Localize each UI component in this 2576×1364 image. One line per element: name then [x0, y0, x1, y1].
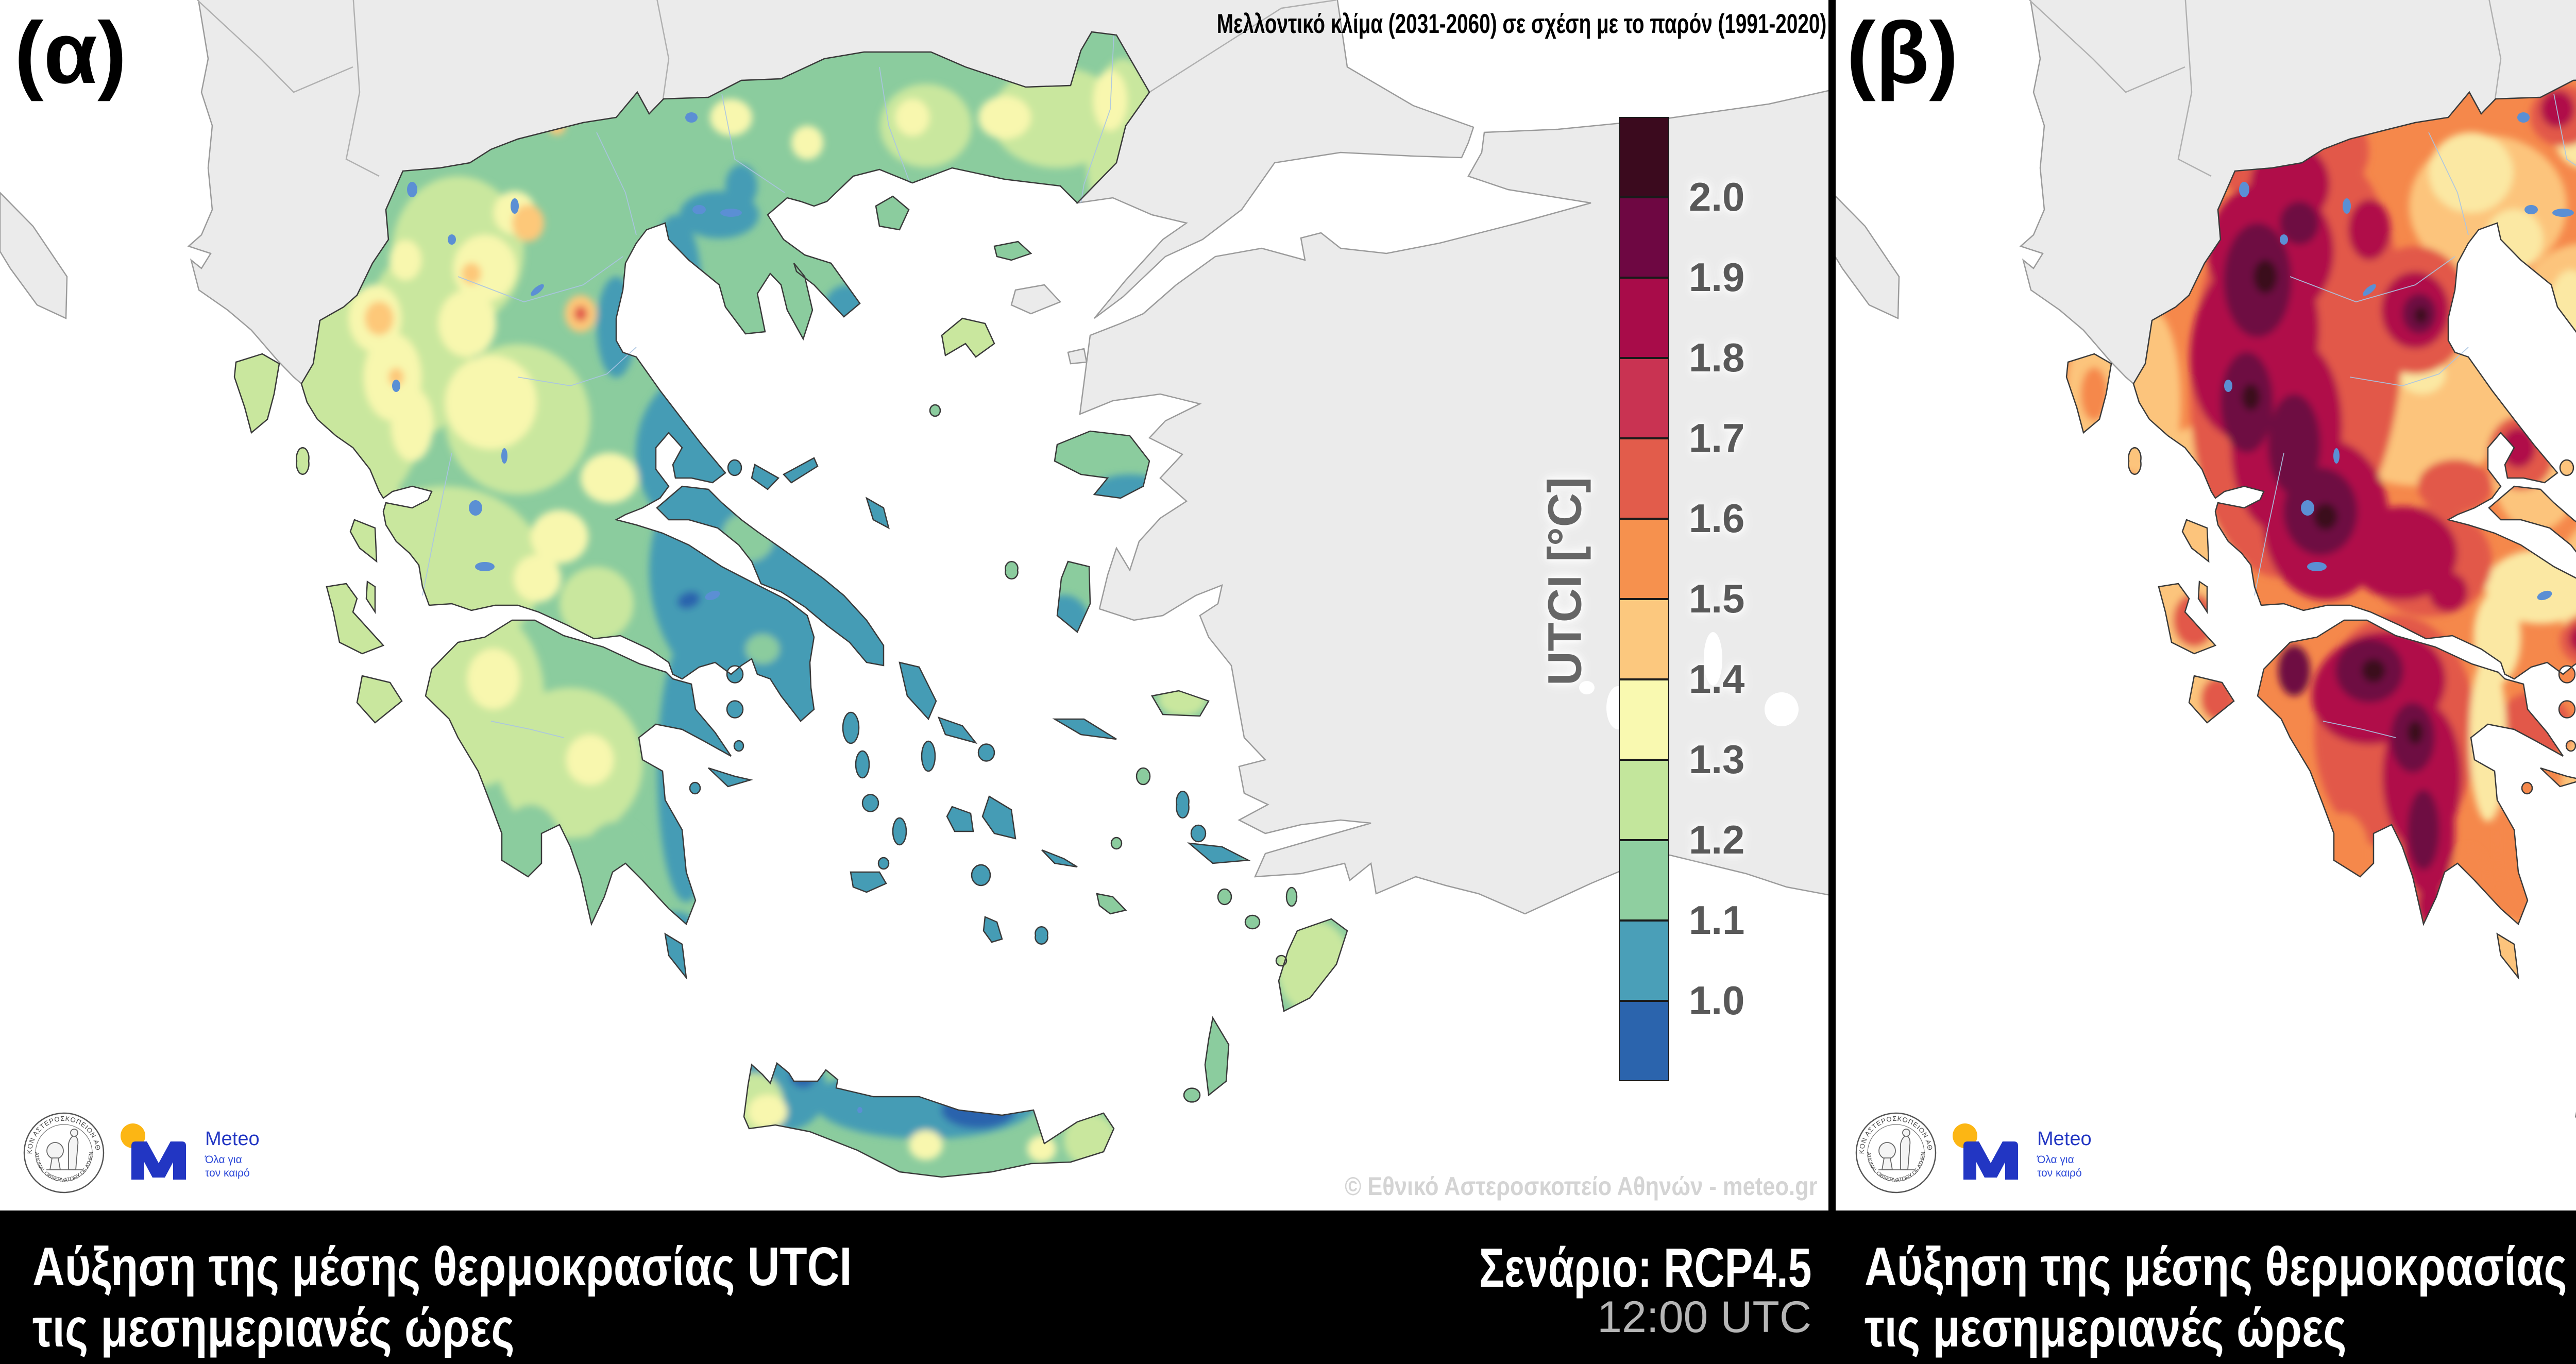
svg-text:Όλα για: Όλα για: [2037, 1154, 2074, 1166]
svg-text:τον καιρό: τον καιρό: [205, 1167, 250, 1179]
svg-text:Meteo: Meteo: [205, 1128, 260, 1150]
svg-text:τον καιρό: τον καιρό: [2037, 1167, 2082, 1179]
svg-text:Meteo: Meteo: [2037, 1128, 2092, 1150]
svg-text:Όλα για: Όλα για: [205, 1154, 242, 1166]
